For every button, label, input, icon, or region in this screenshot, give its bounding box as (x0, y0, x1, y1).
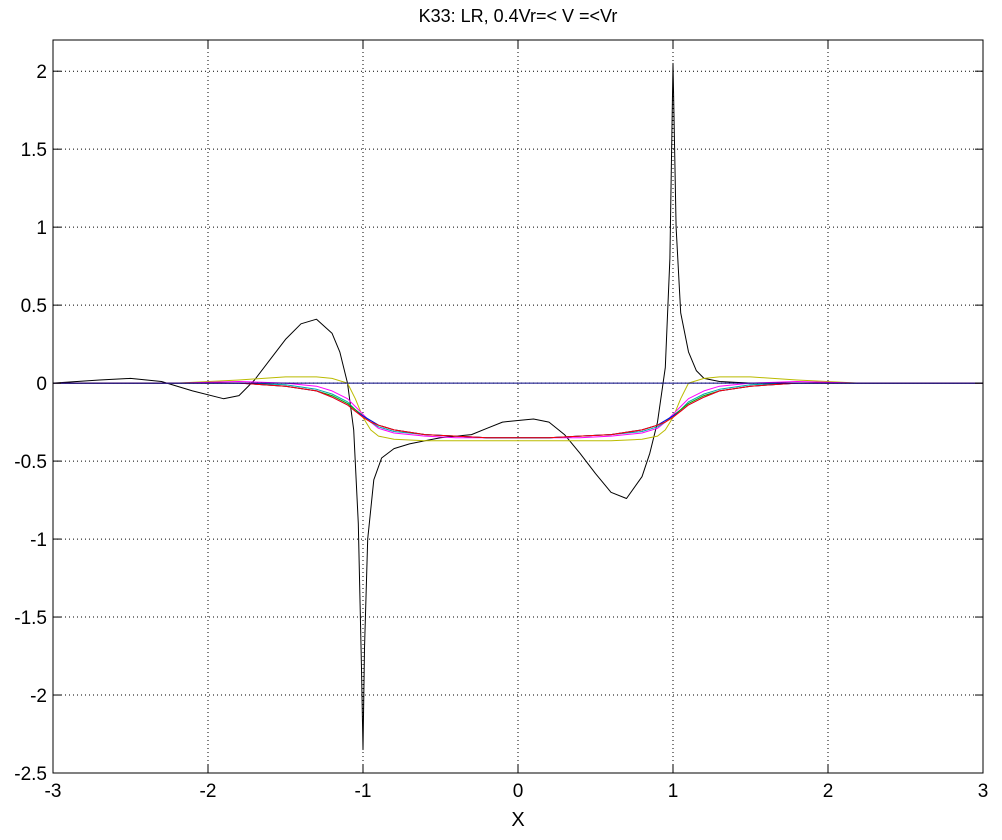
y-tick-label: 1 (36, 218, 47, 239)
series-layer (52, 62, 983, 751)
y-tick-label: 0 (36, 374, 47, 395)
x-axis-label: X (511, 809, 524, 831)
y-tick-label: -2 (30, 686, 47, 707)
series-line-1 (53, 376, 983, 442)
series-line-6 (53, 382, 983, 439)
x-tick-label: 2 (823, 781, 834, 802)
x-tick-label: 3 (978, 781, 989, 802)
y-tick-label: -1 (30, 530, 47, 551)
x-tick-label: 1 (668, 781, 679, 802)
y-tick-label: 2 (36, 62, 47, 83)
y-tick-label: -1.5 (14, 608, 47, 629)
y-tick-label: 0.5 (21, 296, 47, 317)
ticks: -3 -2 -1 0 1 2 3 -2.5 -2 -1.5 -1 -0.5 0 0.5 1 1.5 2 (14, 40, 988, 802)
x-tick-label: 0 (513, 781, 524, 802)
x-tick-label: -2 (200, 781, 217, 802)
y-tick-label: -0.5 (14, 452, 47, 473)
chart-title: K33: LR, 0.4Vr=< V =<Vr (419, 6, 618, 26)
x-tick-label: -1 (355, 781, 372, 802)
plot-area (53, 40, 983, 773)
y-tick-label: -2.5 (14, 764, 47, 785)
y-tick-label: 1.5 (21, 140, 47, 161)
x-tick-label: -3 (45, 781, 62, 802)
